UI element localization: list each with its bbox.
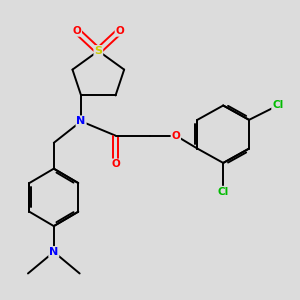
Text: N: N <box>76 116 86 126</box>
Text: O: O <box>172 130 180 141</box>
Text: Cl: Cl <box>218 187 229 196</box>
Text: N: N <box>49 247 58 257</box>
Text: O: O <box>111 159 120 170</box>
Text: O: O <box>116 26 124 36</box>
Text: S: S <box>94 46 102 56</box>
Text: O: O <box>72 26 81 36</box>
Text: Cl: Cl <box>272 100 284 110</box>
